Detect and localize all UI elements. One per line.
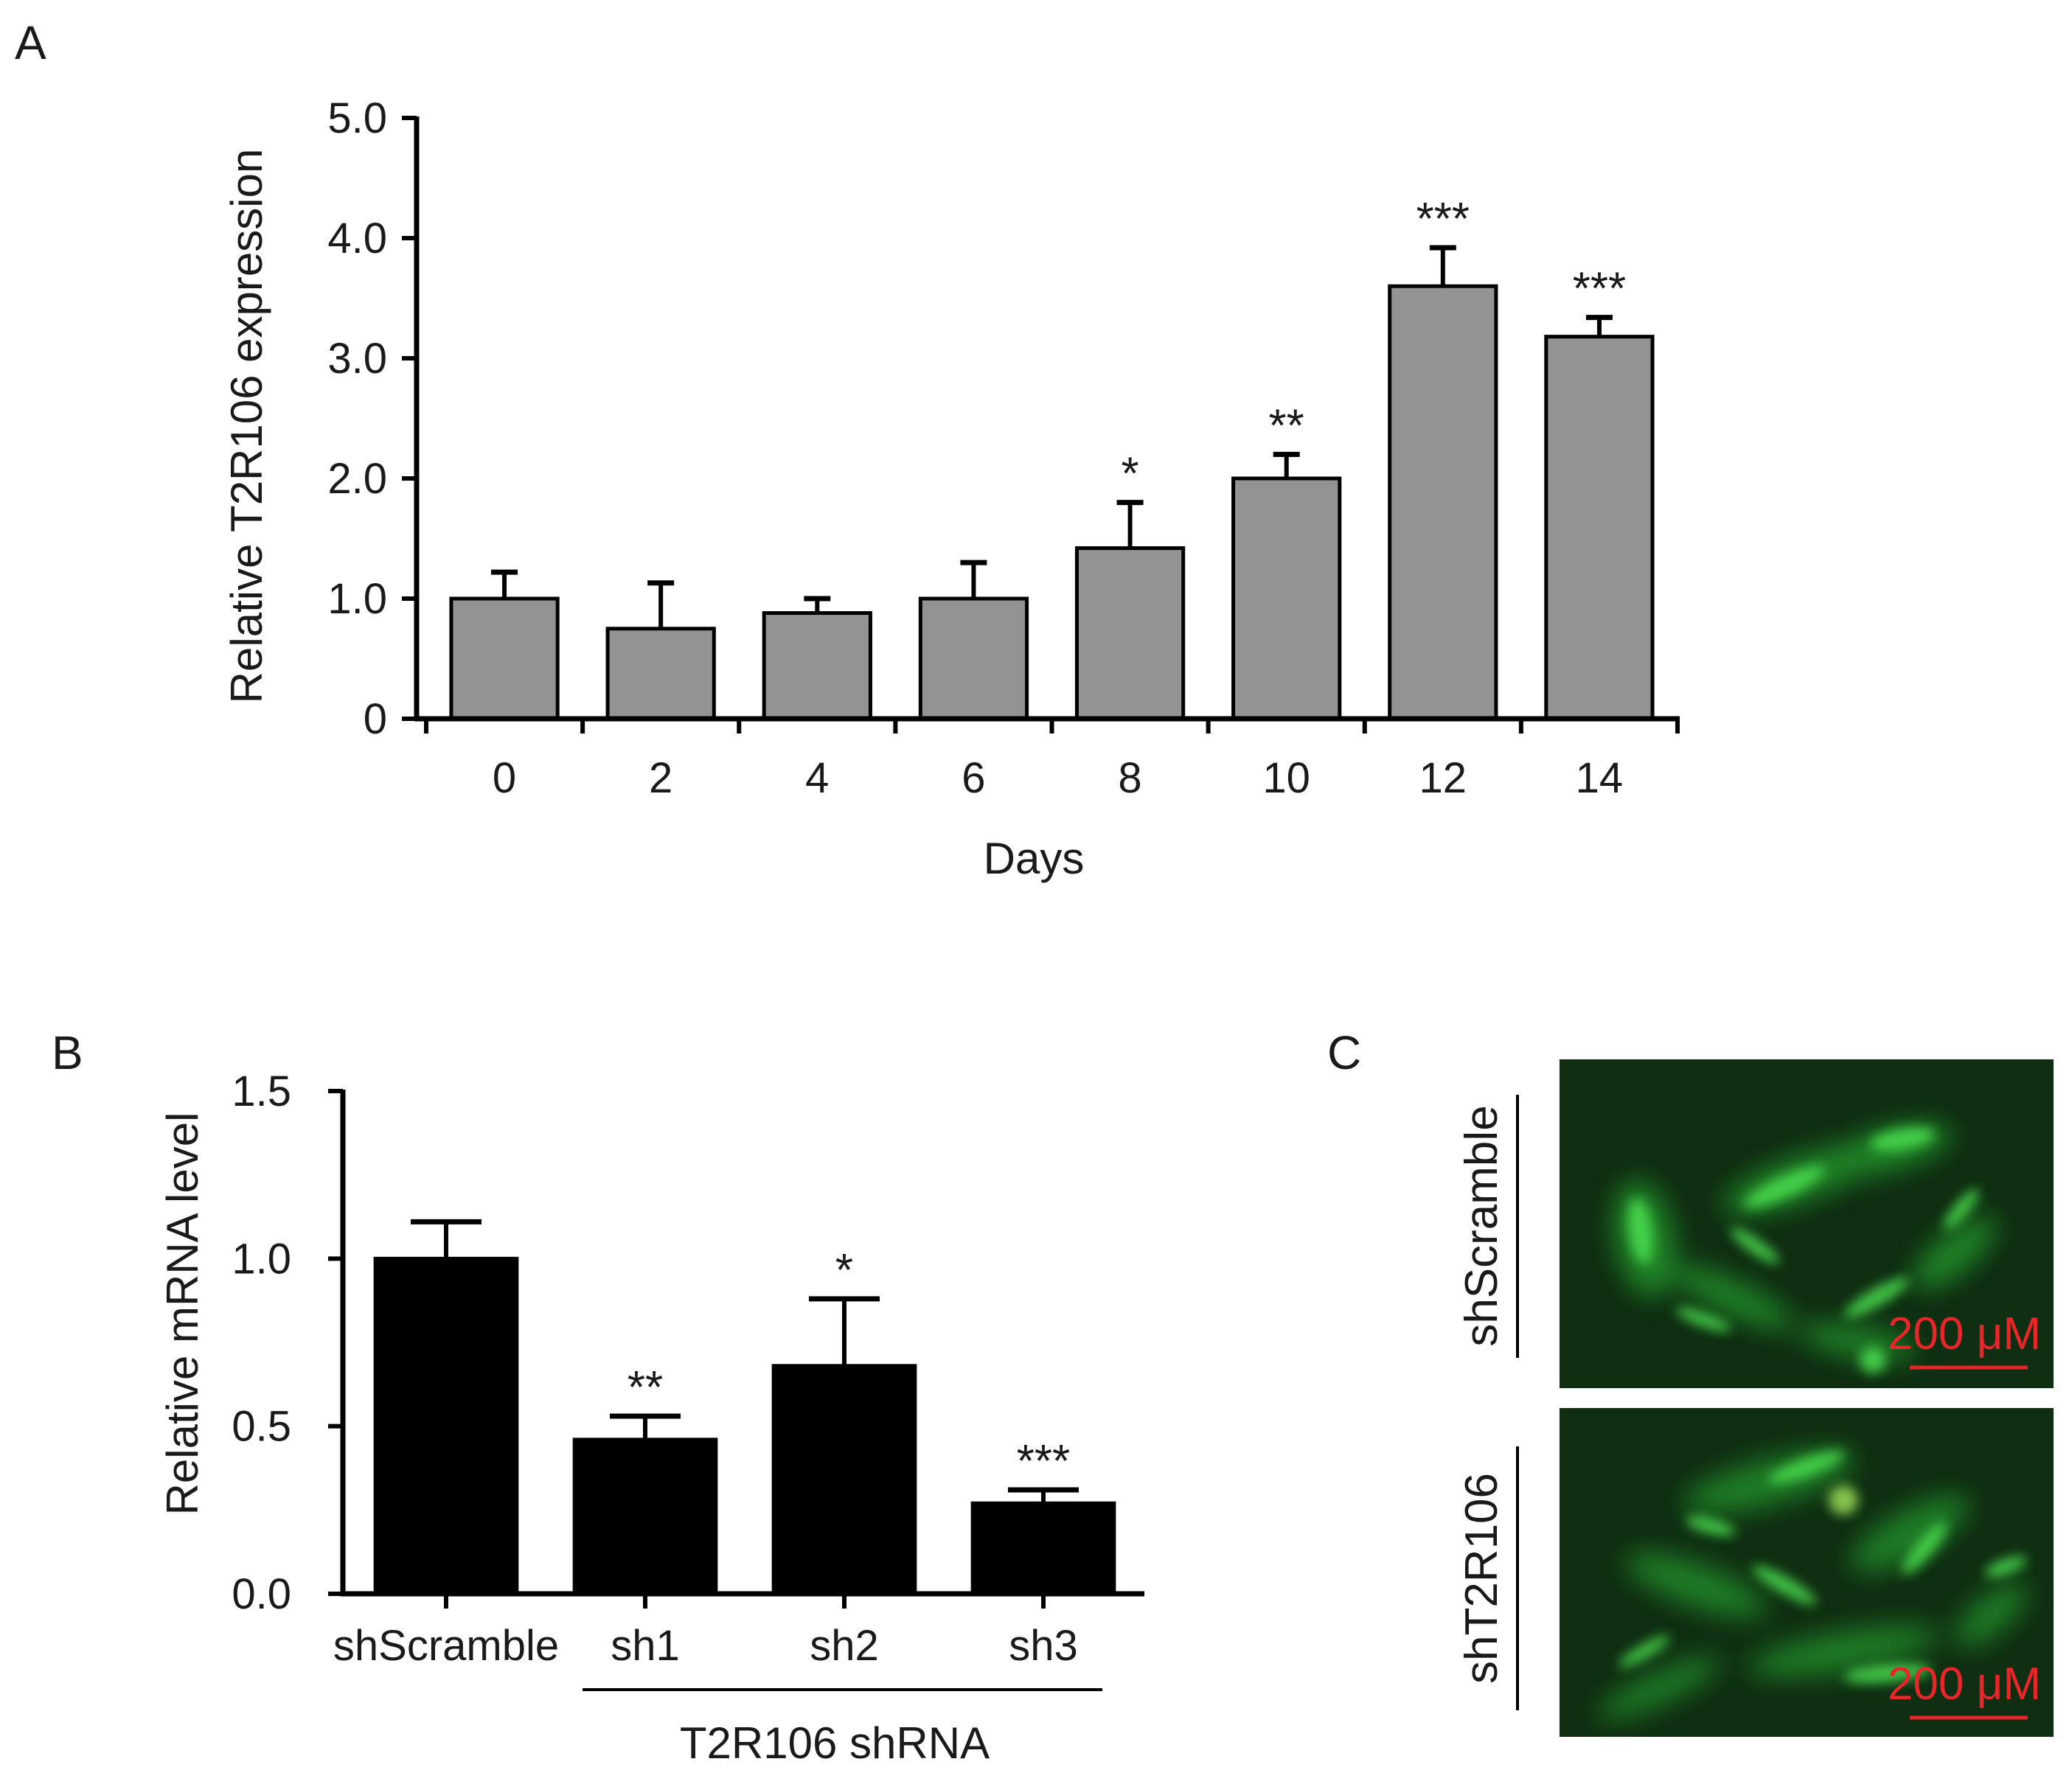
chart-b-labels: 0.0 0.5 1.0 1.5 shScramble sh1 ** sh2 * sh3 *** — [232, 1067, 1077, 1670]
chartA-category-label: 14 — [1576, 754, 1624, 802]
chartA-ytick-label: 3.0 — [327, 335, 387, 383]
chartA-category-label: 0 — [493, 754, 516, 802]
chartB-bar — [970, 1501, 1116, 1596]
chartA-category-label: 6 — [962, 754, 985, 802]
chartB-ytick-label: 1.5 — [232, 1067, 291, 1115]
chartA-bar — [605, 627, 716, 721]
chart-a-axes — [402, 116, 1680, 734]
chartA-bar — [1388, 284, 1498, 721]
micrograph-label-1: shScramble — [1456, 1105, 1507, 1346]
chart-b-group-label: T2R106 shRNA — [680, 1718, 990, 1768]
chartA-ytick-label: 4.0 — [327, 215, 387, 262]
chartA-bar — [1231, 476, 1342, 721]
chartB-category-label: sh3 — [1009, 1622, 1078, 1670]
micrograph-image-1: 200 μM — [1560, 1059, 2054, 1388]
chart-a-ylabel: Relative T2R106 expression — [222, 149, 271, 704]
micrograph-label-2: shT2R106 — [1456, 1473, 1507, 1684]
chartA-bar — [762, 611, 872, 721]
chartA-ytick-label: 1.0 — [327, 575, 387, 623]
chart-b-ylabel: Relative mRNA level — [158, 1112, 207, 1516]
chartA-category-label: 4 — [805, 754, 829, 802]
chartA-bar — [449, 596, 560, 721]
chartA-significance-label: ** — [1269, 400, 1304, 451]
chart-b-axes — [328, 1089, 1144, 1609]
chart-a: 0 1.0 2.0 3.0 4.0 5.0 0 2 4 6 8 * 10 ** 12 *** 14 *** Day… — [222, 94, 1680, 883]
chartB-ytick-label: 1.0 — [232, 1235, 291, 1283]
chartB-ytick-label: 0.0 — [232, 1570, 291, 1618]
chartB-bar — [771, 1364, 917, 1596]
chartA-bar — [918, 596, 1029, 721]
chart-a-bars — [449, 245, 1655, 721]
chart-b-bars — [373, 1219, 1116, 1596]
chart-a-xlabel: Days — [984, 834, 1085, 883]
panel-label-b: B — [52, 1026, 83, 1079]
chartA-significance-label: *** — [1416, 194, 1470, 245]
chartA-significance-label: * — [1121, 449, 1138, 500]
chartA-ytick-label: 5.0 — [327, 94, 387, 142]
chart-a-labels: 0 1.0 2.0 3.0 4.0 5.0 0 2 4 6 8 * 10 ** 12 *** 14 *** — [327, 94, 1626, 802]
chartA-ytick-label: 2.0 — [327, 455, 387, 503]
chart-b: 0.0 0.5 1.0 1.5 shScramble sh1 ** sh2 * sh3 *** T2… — [158, 1067, 1144, 1768]
micrograph-image-2: 200 μM — [1560, 1408, 2054, 1737]
chartA-category-label: 8 — [1118, 754, 1141, 802]
chartA-category-label: 12 — [1419, 754, 1467, 802]
chartA-ytick-label: 0 — [364, 695, 387, 743]
chartB-category-label: shScramble — [333, 1622, 559, 1670]
chartB-significance-label: *** — [1017, 1436, 1070, 1487]
chartA-bar — [1544, 335, 1655, 721]
panel-label-a: A — [15, 16, 46, 69]
chartB-significance-label: ** — [627, 1362, 663, 1413]
chartA-significance-label: *** — [1573, 264, 1626, 315]
chartA-category-label: 2 — [649, 754, 672, 802]
scale-bar-label-1: 200 μM — [1888, 1309, 2041, 1359]
chartB-category-label: sh2 — [810, 1622, 879, 1670]
micrograph-panel: shScramble shT2R106 — [1456, 1059, 2054, 1737]
chartB-bar — [572, 1438, 718, 1596]
scale-bar-label-2: 200 μM — [1888, 1659, 2041, 1710]
panel-label-c: C — [1327, 1026, 1361, 1079]
chartA-category-label: 10 — [1262, 754, 1310, 802]
chartB-category-label: sh1 — [611, 1622, 680, 1670]
chartB-ytick-label: 0.5 — [232, 1403, 291, 1451]
chartB-significance-label: * — [835, 1245, 853, 1296]
chartA-bar — [1074, 546, 1186, 721]
chartB-bar — [373, 1256, 519, 1596]
